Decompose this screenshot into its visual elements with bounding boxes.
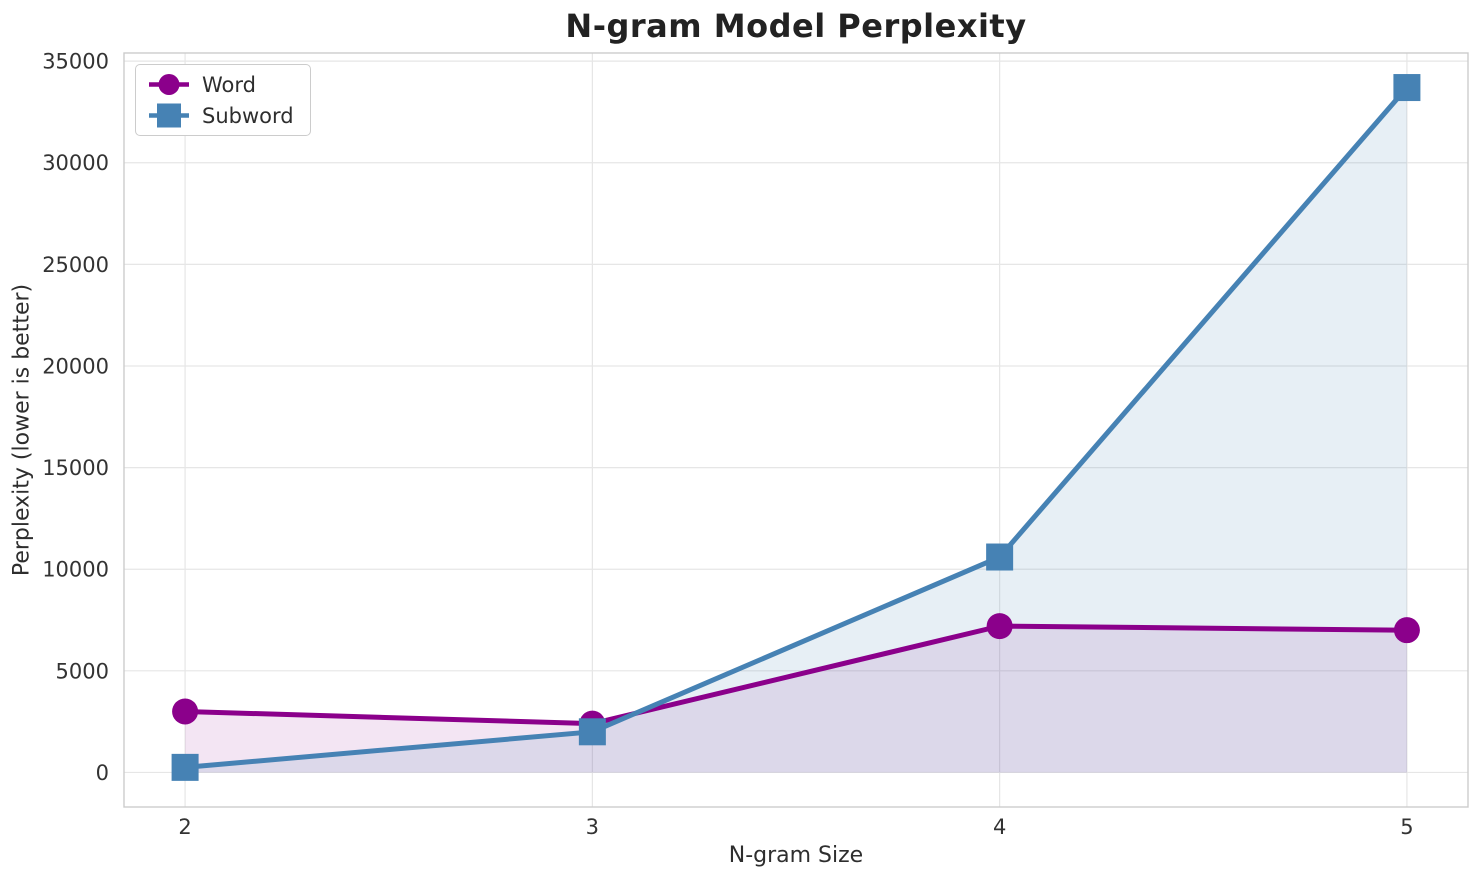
plot-border xyxy=(123,52,1469,808)
legend-label-word: Word xyxy=(202,72,256,97)
chart-title: N-gram Model Perplexity xyxy=(565,7,1027,45)
y-tick-label: 15000 xyxy=(42,456,109,480)
word-circle-marker-icon xyxy=(149,74,189,95)
y-tick-label: 0 xyxy=(96,761,109,785)
legend: Word Subword xyxy=(135,64,311,136)
legend-item-subword: Subword xyxy=(146,101,294,130)
subword-data-point xyxy=(171,753,199,781)
y-tick-label: 10000 xyxy=(42,558,109,582)
y-tick-label: 35000 xyxy=(42,50,109,74)
x-tick-label: 5 xyxy=(1400,815,1413,839)
y-tick-label: 20000 xyxy=(42,354,109,378)
subword-line xyxy=(182,85,1410,770)
subword-fill-area xyxy=(185,87,1407,773)
y-tick-label: 30000 xyxy=(42,151,109,175)
word-line xyxy=(182,623,1410,727)
word-data-point xyxy=(1393,617,1420,644)
subword-data-point xyxy=(986,543,1014,571)
x-axis-label: N-gram Size xyxy=(728,843,864,868)
y-tick-label: 5000 xyxy=(56,659,109,683)
word-data-point xyxy=(172,698,199,725)
y-tick-label: 25000 xyxy=(42,253,109,277)
subword-data-point xyxy=(1393,74,1421,102)
legend-item-word: Word xyxy=(146,70,294,99)
x-tick-label: 2 xyxy=(178,815,191,839)
y-axis-label: Perplexity (lower is better) xyxy=(9,283,35,577)
x-tick-label: 3 xyxy=(586,815,599,839)
word-data-point xyxy=(986,613,1013,640)
subword-square-marker-icon xyxy=(149,103,189,128)
word-fill-area xyxy=(185,626,1407,773)
subword-data-point xyxy=(578,718,606,746)
legend-label-subword: Subword xyxy=(202,103,294,128)
x-tick-label: 4 xyxy=(993,815,1006,839)
